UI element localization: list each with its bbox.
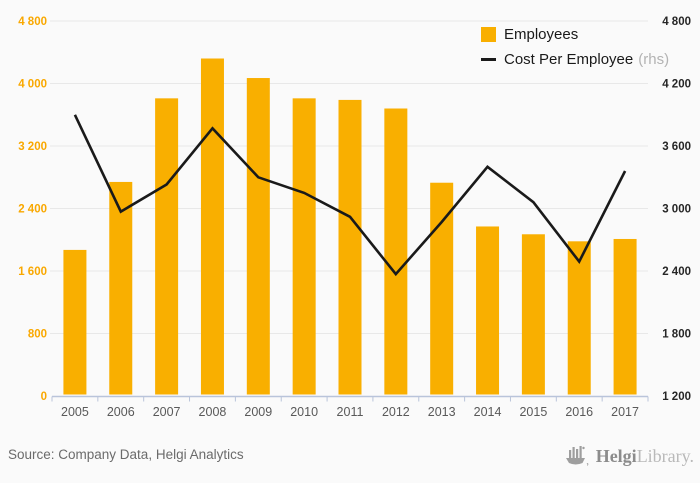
brand-name: HelgiLibrary. bbox=[596, 445, 694, 467]
bar-2014 bbox=[476, 226, 500, 395]
cost-per-employee-line bbox=[73, 114, 627, 277]
x-axis-year-label: 2016 bbox=[565, 405, 593, 419]
legend: Employees Cost Per Employee (rhs) bbox=[481, 26, 669, 76]
x-axis-year-label: 2006 bbox=[107, 405, 135, 419]
x-axis-year-label: 2015 bbox=[519, 405, 547, 419]
y-axis-right-label: 2 400 bbox=[662, 266, 691, 278]
bar-2015 bbox=[521, 234, 545, 395]
bar-2010 bbox=[292, 98, 316, 395]
x-axis-year-label: 2013 bbox=[428, 405, 456, 419]
x-axis-year-label: 2010 bbox=[290, 405, 318, 419]
bar-2009 bbox=[246, 78, 270, 395]
y-axis-left-label: 4 000 bbox=[18, 79, 47, 91]
y-axis-left-label: 1 600 bbox=[18, 266, 47, 278]
bar-2008 bbox=[200, 58, 224, 395]
y-axis-right-label: 3 600 bbox=[662, 141, 691, 153]
y-axis-left-label: 4 800 bbox=[18, 16, 47, 28]
x-axis-year-label: 2009 bbox=[244, 405, 272, 419]
legend-cost-suffix: (rhs) bbox=[638, 51, 670, 68]
legend-item-employees: Employees bbox=[481, 26, 669, 43]
y-axis-right-label: 1 200 bbox=[662, 391, 691, 403]
y-axis-left-label: 0 bbox=[41, 391, 47, 403]
source-note: Source: Company Data, Helgi Analytics bbox=[8, 447, 244, 462]
y-axis-right-label: 3 000 bbox=[662, 204, 691, 216]
y-axis-left-label: 2 400 bbox=[18, 204, 47, 216]
x-axis-year-label: 2005 bbox=[61, 405, 89, 419]
bar-2011 bbox=[338, 99, 362, 395]
bar-2012 bbox=[384, 108, 408, 395]
x-axis-year-label: 2011 bbox=[337, 405, 364, 419]
bar-2006 bbox=[109, 181, 133, 395]
legend-item-cost: Cost Per Employee (rhs) bbox=[481, 51, 669, 68]
y-axis-left-label: 800 bbox=[28, 329, 47, 341]
x-axis-year-label: 2014 bbox=[474, 405, 502, 419]
chart-canvas: 4 800 4 000 3 200 2 400 1 600 800 0 4 800 4 200 3… bbox=[18, 16, 691, 419]
x-axis-year-label: 2007 bbox=[153, 405, 181, 419]
bar-2013 bbox=[430, 182, 454, 395]
y-axis-right-label: 4 200 bbox=[662, 79, 691, 91]
employees-swatch-icon bbox=[481, 27, 496, 42]
x-axis-year-label: 2012 bbox=[382, 405, 410, 419]
legend-employees-label: Employees bbox=[504, 26, 579, 43]
y-axis-left-label: 3 200 bbox=[18, 141, 47, 153]
brand-name-helgi: Helgi bbox=[595, 445, 637, 466]
cost-line-swatch-icon bbox=[481, 58, 496, 61]
bar-2016 bbox=[567, 241, 591, 395]
bar-2007 bbox=[155, 98, 179, 395]
brand-name-library: Library. bbox=[636, 445, 694, 466]
bar-2017 bbox=[613, 238, 637, 395]
legend-cost-label: Cost Per Employee bbox=[504, 51, 634, 68]
y-axis-right-label: 1 800 bbox=[662, 329, 691, 341]
x-axis-year-label: 2017 bbox=[611, 405, 639, 419]
brand-logo: HelgiLibrary. bbox=[564, 444, 694, 467]
helgi-ship-icon bbox=[565, 446, 589, 466]
y-axis-right-label: 4 800 bbox=[662, 16, 691, 28]
bar-2005 bbox=[63, 249, 87, 395]
x-axis-year-label: 2008 bbox=[199, 405, 227, 419]
